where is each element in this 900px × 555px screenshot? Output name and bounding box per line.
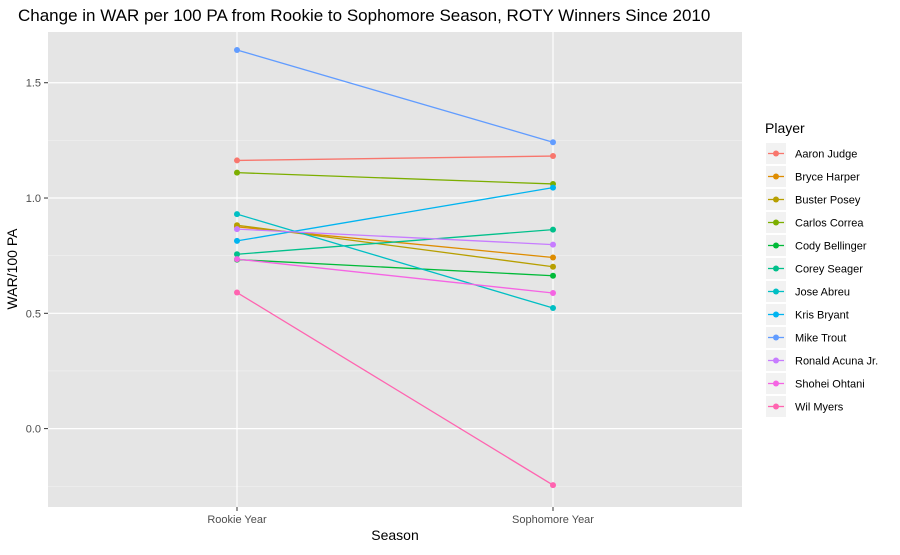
legend-label: Mike Trout (795, 333, 846, 345)
data-point-corey-seager (234, 251, 240, 258)
y-tick-label: 1.0 (26, 193, 41, 205)
legend-key-point (773, 265, 779, 272)
data-point-kris-bryant (550, 184, 556, 191)
legend-item-kris-bryant: Kris Bryant (766, 304, 849, 325)
data-point-wil-myers (234, 289, 240, 296)
legend-items: Aaron Judge Bryce Harper Buster Posey Carlo… (766, 143, 878, 417)
legend-item-aaron-judge: Aaron Judge (766, 143, 857, 164)
legend-key-point (773, 288, 779, 295)
legend-label: Ronald Acuna Jr. (795, 356, 878, 368)
y-axis-ticks: 0.0 0.5 1.0 1.5 (26, 78, 48, 436)
data-point-buster-posey (550, 263, 556, 270)
x-axis-ticks: Rookie Year Sophomore Year (207, 507, 594, 526)
data-point-carlos-correa (234, 169, 240, 176)
data-point-jose-abreu (550, 305, 556, 312)
legend-label: Aaron Judge (795, 149, 857, 161)
data-point-aaron-judge (550, 153, 556, 160)
legend-label: Kris Bryant (795, 310, 849, 322)
legend-item-cody-bellinger: Cody Bellinger (766, 235, 867, 256)
series-points (234, 46, 556, 489)
plot-background (48, 32, 742, 507)
legend-title: Player (765, 120, 805, 136)
legend-item-buster-posey: Buster Posey (766, 189, 861, 210)
legend-label: Carlos Correa (795, 218, 864, 230)
legend-key-point (773, 357, 779, 364)
data-point-jose-abreu (234, 211, 240, 218)
series-line-shohei-ohtani (236, 258, 554, 294)
x-tick-label: Sophomore Year (512, 514, 594, 526)
legend-item-wil-myers: Wil Myers (766, 396, 844, 417)
legend-key-point (773, 150, 779, 157)
legend-item-corey-seager: Corey Seager (766, 258, 863, 279)
series-line-aaron-judge (236, 155, 554, 162)
legend-key-point (773, 403, 779, 410)
chart-title: Change in WAR per 100 PA from Rookie to … (18, 6, 710, 25)
series-line-wil-myers (236, 292, 554, 486)
legend-label: Buster Posey (795, 195, 861, 207)
grid-major (48, 32, 742, 507)
y-axis-label: WAR/100 PA (4, 228, 20, 310)
legend-key-point (773, 380, 779, 387)
legend-item-shohei-ohtani: Shohei Ohtani (766, 373, 865, 394)
data-point-ronald-acuna-jr (550, 241, 556, 248)
data-point-mike-trout (550, 139, 556, 146)
legend-key-point (773, 173, 779, 180)
legend-item-carlos-correa: Carlos Correa (766, 212, 864, 233)
series-line-mike-trout (236, 49, 554, 143)
legend-item-ronald-acuna-jr: Ronald Acuna Jr. (766, 350, 878, 371)
legend-label: Wil Myers (795, 402, 844, 414)
data-point-mike-trout (234, 46, 240, 53)
legend-key-point (773, 242, 779, 249)
legend-label: Jose Abreu (795, 287, 850, 299)
series-line-jose-abreu (236, 213, 554, 309)
legend-key-point (773, 334, 779, 341)
data-point-ronald-acuna-jr (234, 226, 240, 233)
series-lines (236, 49, 554, 486)
series-line-carlos-correa (236, 172, 554, 185)
data-point-kris-bryant (234, 237, 240, 244)
legend-item-jose-abreu: Jose Abreu (766, 281, 850, 302)
legend-label: Bryce Harper (795, 172, 860, 184)
legend-key-point (773, 219, 779, 226)
y-tick-label: 1.5 (26, 78, 41, 90)
series-line-cody-bellinger (236, 258, 554, 277)
legend: Player Aaron Judge Bryce Harper Buster Pos… (765, 120, 878, 417)
data-point-wil-myers (550, 482, 556, 489)
legend-key-point (773, 196, 779, 203)
data-point-bryce-harper (550, 254, 556, 261)
legend-key-point (773, 311, 779, 318)
y-tick-label: 0.5 (26, 308, 41, 320)
legend-item-bryce-harper: Bryce Harper (766, 166, 860, 187)
x-axis-label: Season (371, 527, 418, 543)
data-point-cody-bellinger (550, 272, 556, 279)
grid-minor (48, 140, 742, 487)
legend-label: Corey Seager (795, 264, 863, 276)
legend-label: Shohei Ohtani (795, 379, 865, 391)
x-tick-label: Rookie Year (207, 514, 267, 526)
y-tick-label: 0.0 (26, 424, 41, 436)
data-point-aaron-judge (234, 157, 240, 164)
data-point-shohei-ohtani (234, 256, 240, 263)
legend-label: Cody Bellinger (795, 241, 867, 253)
series-line-corey-seager (236, 228, 554, 255)
data-point-corey-seager (550, 226, 556, 233)
data-point-shohei-ohtani (550, 290, 556, 297)
series-line-ronald-acuna-jr (236, 228, 554, 246)
legend-item-mike-trout: Mike Trout (766, 327, 846, 348)
